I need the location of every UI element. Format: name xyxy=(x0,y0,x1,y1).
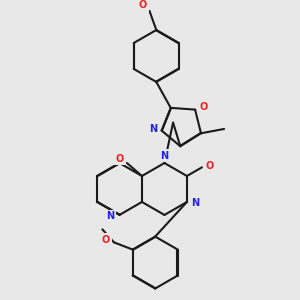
Text: N: N xyxy=(106,212,114,221)
Text: N: N xyxy=(160,151,169,161)
Text: O: O xyxy=(199,102,207,112)
Text: N: N xyxy=(191,198,200,208)
Text: O: O xyxy=(205,161,213,171)
Text: O: O xyxy=(102,235,110,245)
Text: O: O xyxy=(116,154,124,164)
Text: N: N xyxy=(149,124,157,134)
Text: O: O xyxy=(139,1,147,10)
